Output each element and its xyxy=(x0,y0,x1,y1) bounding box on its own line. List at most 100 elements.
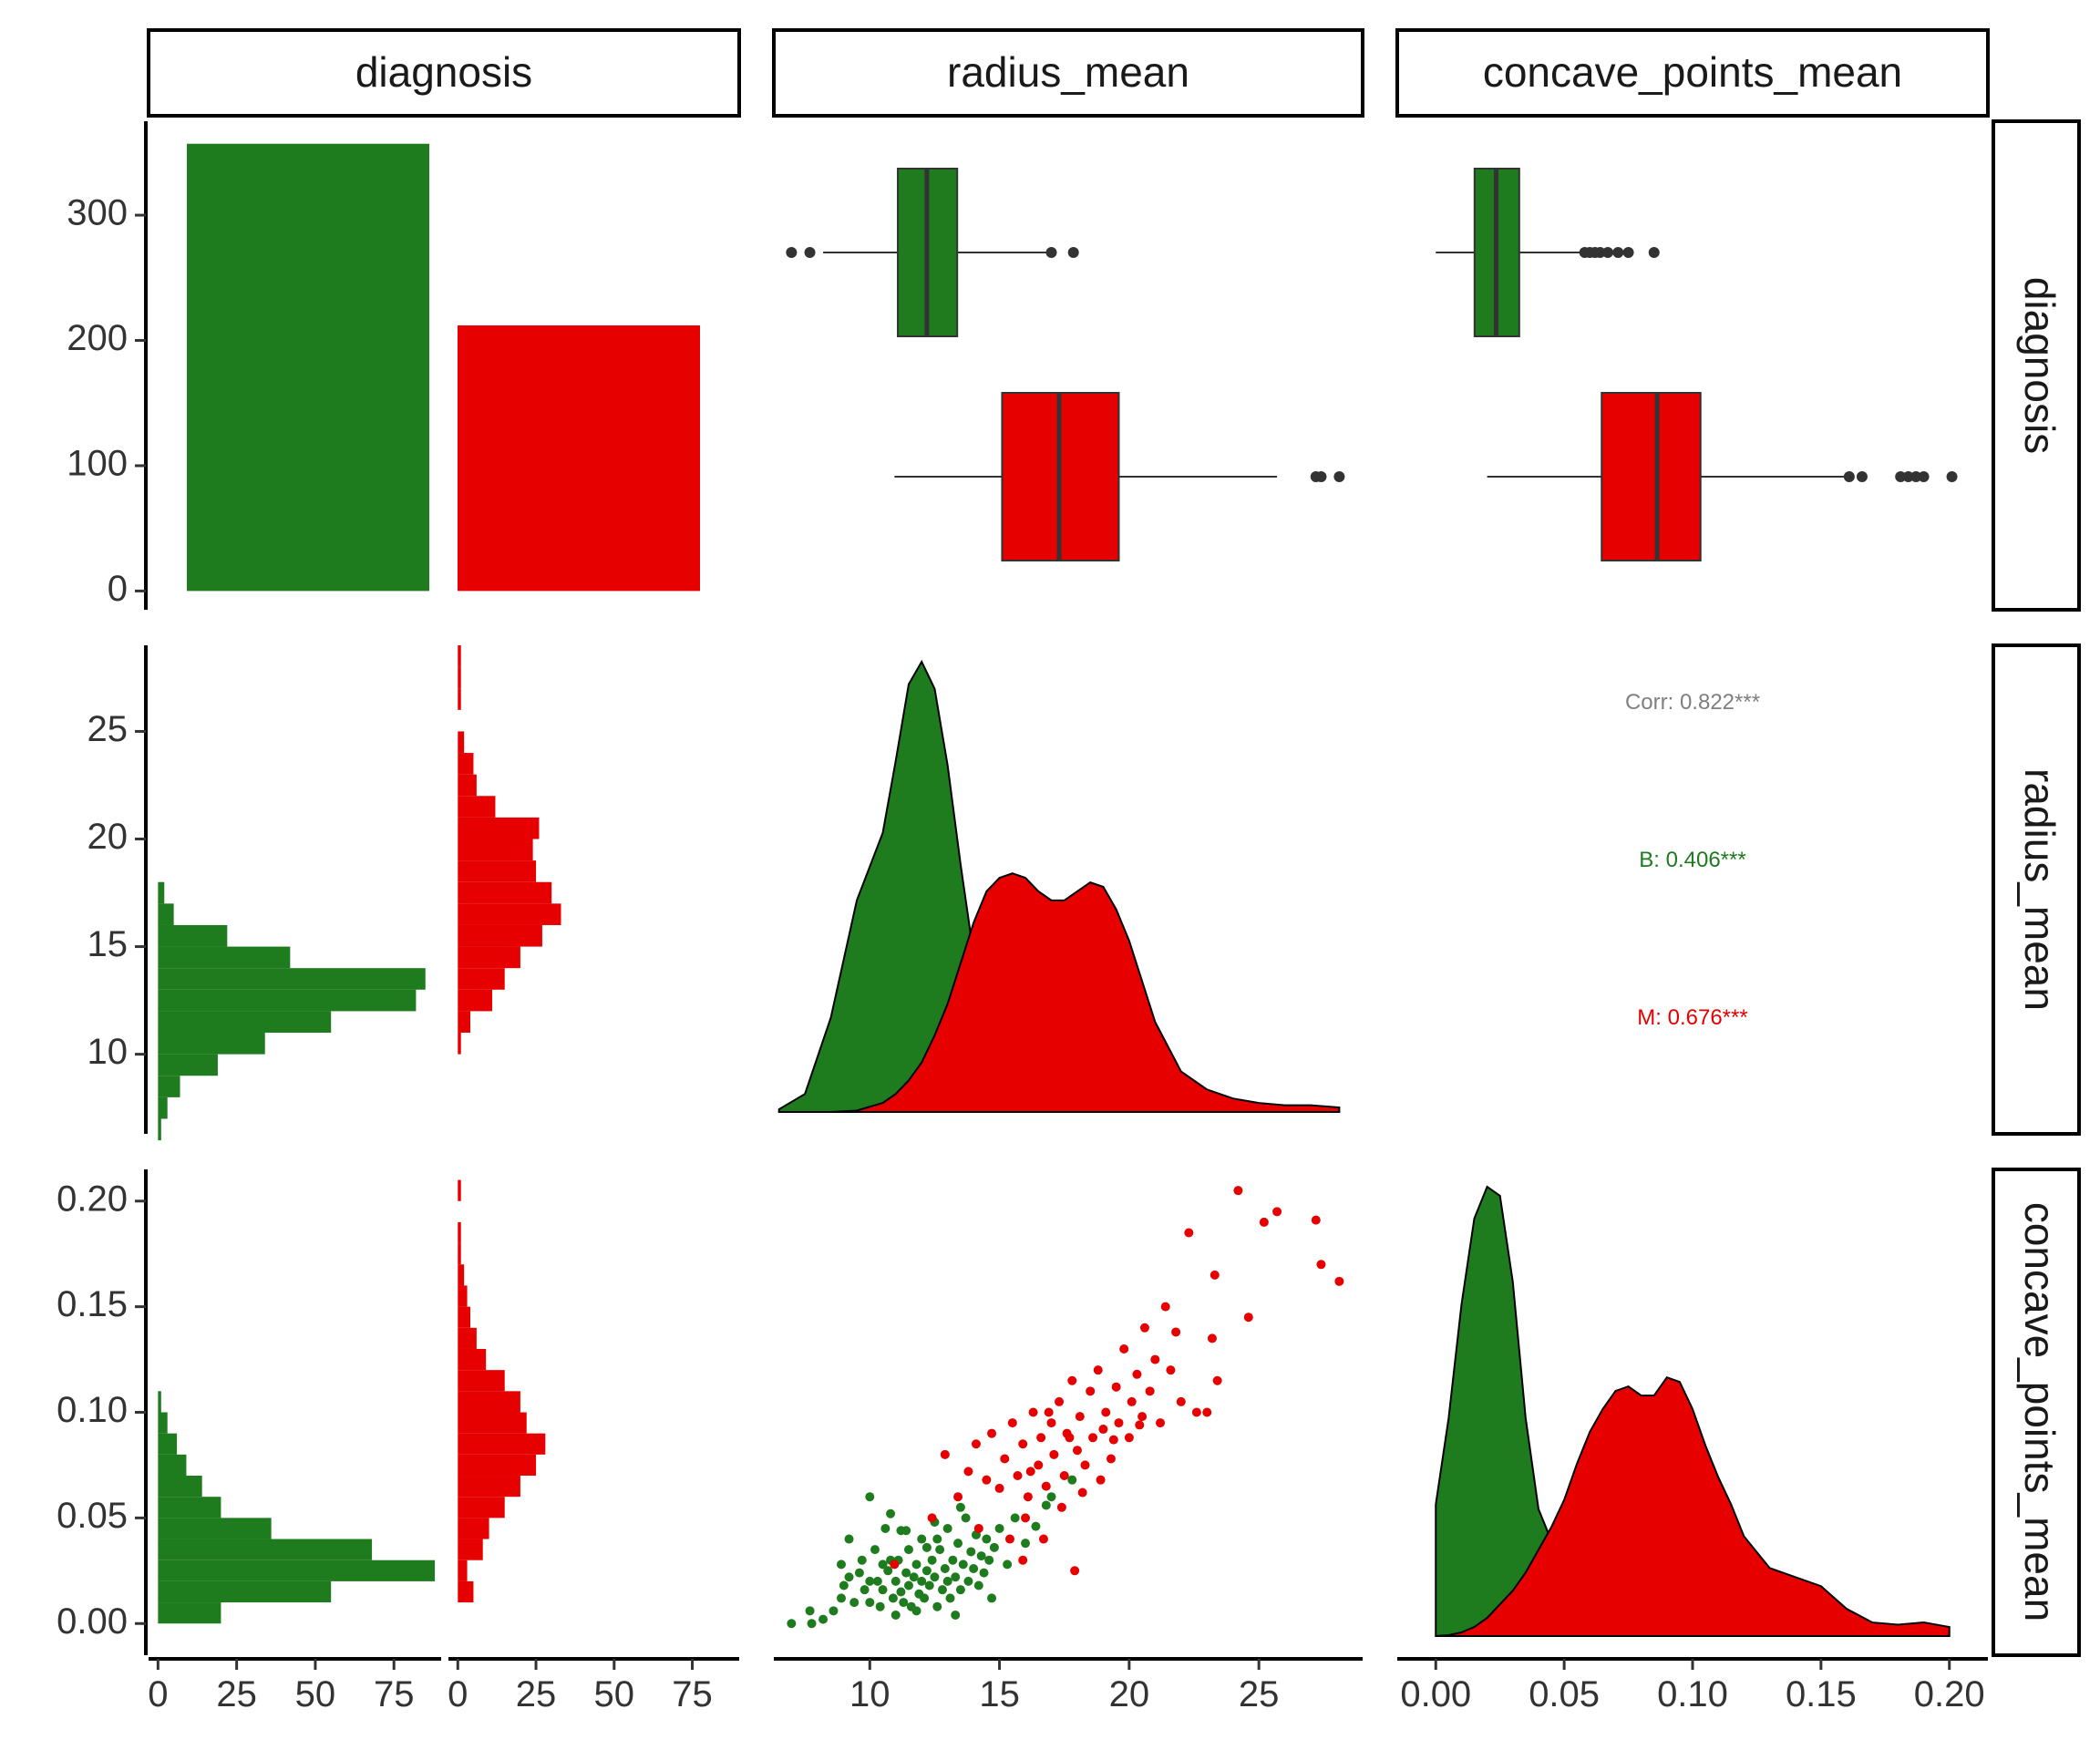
scatter-point-B xyxy=(976,1551,986,1561)
scatter-point-M xyxy=(1156,1418,1166,1428)
box-outlier-concave-M xyxy=(1895,471,1907,482)
scatter-point-M xyxy=(1334,1276,1344,1286)
scatter-point-M xyxy=(1243,1312,1253,1323)
scatter-point-B xyxy=(982,1534,992,1544)
strip-right-radius-mean-label: radius_mean xyxy=(2016,768,2064,1011)
hist-bar-radius-B xyxy=(158,881,165,904)
scatter-point-B xyxy=(836,1560,846,1570)
scatter-point-B xyxy=(901,1526,911,1536)
y-tick-label-concave: 0.20 xyxy=(57,1179,128,1219)
scatter-point-M xyxy=(1132,1369,1142,1379)
scatter-point-B xyxy=(911,1560,921,1570)
scatter-point-B xyxy=(903,1545,913,1555)
scatter-point-M xyxy=(1233,1186,1243,1196)
box-outlier-concave-M xyxy=(1910,471,1922,482)
hist-bar-radius-M xyxy=(458,989,493,1012)
scatter-point-B xyxy=(844,1572,854,1582)
strip-top-concave-points-mean-label: concave_points_mean xyxy=(1483,48,1902,96)
scatter-point-B xyxy=(872,1576,882,1586)
scatter-point-B xyxy=(836,1593,846,1603)
y-tick-label-radius: 25 xyxy=(88,709,129,749)
scatter-point-M xyxy=(987,1428,997,1438)
scatter-point-M xyxy=(1139,1323,1149,1333)
hist-bar-concave-M xyxy=(458,1433,546,1455)
box-outlier-radius-B xyxy=(1045,247,1057,258)
strip-top-diagnosis xyxy=(147,28,741,118)
hist-bar-concave-M xyxy=(458,1179,461,1201)
hist-bar-radius-M xyxy=(458,903,561,925)
box-outlier-concave-B xyxy=(1612,247,1624,258)
y-tick-label-radius: 20 xyxy=(88,817,129,857)
scatter-point-M xyxy=(971,1439,981,1449)
scatter-point-M xyxy=(1000,1454,1010,1464)
scatter-point-B xyxy=(920,1593,930,1603)
hist-bar-radius-B xyxy=(158,1054,218,1076)
hist-bar-concave-M xyxy=(458,1264,465,1286)
scatter-point-M xyxy=(1108,1435,1118,1445)
box-outlier-concave-B xyxy=(1622,247,1634,258)
scatter-point-M xyxy=(1018,1439,1028,1449)
hist-bar-radius-M xyxy=(458,817,540,839)
scatter-point-M xyxy=(1145,1386,1155,1396)
scatter-point-M xyxy=(1038,1534,1048,1544)
y-tick-label-concave: 0.00 xyxy=(57,1601,128,1642)
hist-bar-radius-M xyxy=(458,968,505,990)
box-outlier-concave-M xyxy=(1902,471,1914,482)
hist-bar-radius-M xyxy=(458,645,461,667)
scatter-point-B xyxy=(989,1542,999,1552)
scatter-point-M xyxy=(1212,1375,1222,1385)
scatter-point-M xyxy=(1013,1471,1023,1481)
corr-overall-label: Corr: 0.822*** xyxy=(1625,690,1760,715)
scatter-point-M xyxy=(940,1449,950,1459)
y-tick-label-concave: 0.10 xyxy=(57,1390,128,1430)
scatter-point-B xyxy=(1003,1560,1013,1570)
scatter-point-B xyxy=(917,1576,927,1586)
x-tick-label-count-M: 75 xyxy=(672,1674,713,1714)
box-outlier-radius-M xyxy=(1315,471,1327,482)
scatter-point-B xyxy=(896,1587,906,1597)
scatter-point-M xyxy=(1065,1433,1075,1443)
x-tick-label-concave: 0.05 xyxy=(1529,1674,1600,1714)
scatter-point-M xyxy=(1101,1407,1111,1417)
scatter-point-M xyxy=(1311,1215,1321,1225)
scatter-point-B xyxy=(865,1598,875,1608)
hist-bar-concave-B xyxy=(158,1454,187,1477)
y-tick-label-count: 100 xyxy=(67,444,128,484)
hist-bar-radius-M xyxy=(458,1011,471,1034)
x-tick-label-count-B: 50 xyxy=(295,1674,336,1714)
scatter-point-M xyxy=(1135,1420,1145,1430)
scatter-point-M xyxy=(1259,1217,1269,1227)
hist-bar-concave-B xyxy=(158,1412,168,1434)
scatter-point-M xyxy=(1041,1481,1051,1491)
x-tick-label-count-B: 25 xyxy=(216,1674,257,1714)
scatter-point-M xyxy=(953,1492,963,1502)
scatter-point-M xyxy=(1070,1566,1080,1576)
scatter-point-B xyxy=(1067,1475,1077,1485)
strip-top-radius-mean xyxy=(772,28,1364,118)
scatter-point-M xyxy=(1021,1513,1031,1523)
scatter-point-B xyxy=(953,1539,963,1549)
scatter-point-B xyxy=(807,1619,817,1629)
scatter-point-M xyxy=(1138,1412,1148,1422)
y-tick-label-concave: 0.05 xyxy=(57,1496,128,1536)
scatter-point-B xyxy=(865,1492,875,1502)
strip-top-concave-points-mean xyxy=(1395,28,1990,118)
scatter-point-B xyxy=(880,1523,890,1533)
x-tick-label-count-B: 0 xyxy=(148,1674,168,1714)
scatter-point-B xyxy=(888,1593,898,1603)
x-tick-label-radius: 20 xyxy=(1109,1674,1150,1714)
hist-bar-radius-M xyxy=(458,731,465,754)
scatter-point-M xyxy=(1025,1467,1035,1477)
scatter-point-B xyxy=(942,1576,952,1586)
scatter-point-B xyxy=(942,1523,952,1533)
scatter-point-M xyxy=(1055,1396,1065,1406)
hist-bar-concave-B xyxy=(158,1497,221,1518)
corr-benign-label: B: 0.406*** xyxy=(1639,848,1745,872)
scatter-point-M xyxy=(994,1483,1004,1493)
hist-bar-radius-B xyxy=(158,946,291,969)
hist-bar-concave-B xyxy=(158,1539,373,1560)
hist-bar-radius-B xyxy=(158,903,174,925)
scatter-point-M xyxy=(1127,1396,1137,1406)
scatter-point-B xyxy=(932,1534,942,1544)
box-iqr-concave-M xyxy=(1601,392,1702,561)
